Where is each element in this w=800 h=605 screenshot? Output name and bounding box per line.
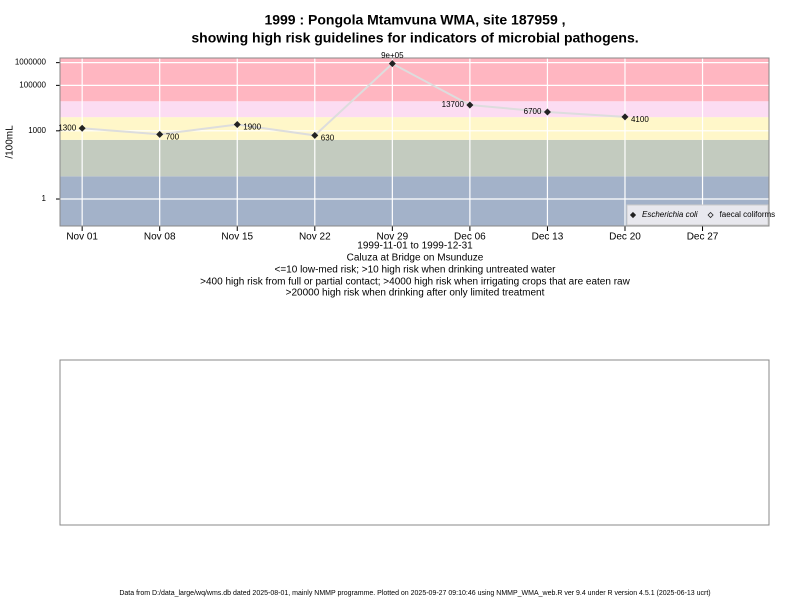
empty-panel — [59, 359, 770, 526]
x-tick-label: Dec 06 — [454, 232, 486, 243]
site-label: Caluza at Bridge on Msunduze — [347, 253, 484, 264]
plot-frame — [59, 57, 770, 227]
data-point — [621, 113, 629, 121]
x-tick-label: Nov 22 — [299, 232, 331, 243]
data-label: 1900 — [243, 123, 261, 132]
y-tick-label: 1 — [42, 194, 47, 203]
data-label: 630 — [321, 133, 335, 142]
legend-marker — [629, 211, 637, 219]
x-axis-label: 1999-11-01 to 1999-12-31 — [357, 241, 473, 252]
y-axis-label: /100mL — [5, 125, 16, 159]
series-line — [82, 62, 626, 137]
x-tick-label: Dec 13 — [532, 232, 564, 243]
data-point — [156, 130, 164, 138]
chart-subtitle: showing high risk guidelines for indicat… — [191, 30, 638, 46]
data-label: 9e+05 — [381, 51, 404, 60]
x-tick-label: Nov 15 — [221, 232, 253, 243]
data-label: 700 — [166, 132, 180, 141]
data-point — [388, 60, 396, 68]
legend-box — [626, 204, 769, 226]
x-tick-label: Nov 29 — [377, 232, 409, 243]
data-point — [233, 120, 241, 128]
data-point — [78, 124, 86, 132]
risk-band — [60, 58, 769, 102]
data-point — [543, 108, 551, 116]
x-tick-label: Dec 27 — [687, 232, 719, 243]
y-tick-label: 1000000 — [15, 58, 47, 67]
note: >400 high risk from full or partial cont… — [200, 277, 630, 288]
data-label: 6700 — [524, 107, 542, 116]
legend-label: Escherichia coli — [642, 210, 698, 219]
y-tick-label: 100000 — [19, 80, 46, 89]
y-tick-label: 1000 — [28, 126, 46, 135]
risk-band — [60, 139, 769, 177]
note: >20000 high risk when drinking after onl… — [286, 288, 545, 299]
legend-label: faecal coliforms — [720, 210, 776, 219]
footer: Data from D:/data_large/wq/wms.db dated … — [119, 590, 710, 597]
x-tick-label: Nov 01 — [66, 232, 98, 243]
risk-band — [60, 101, 769, 118]
chart-title: 1999 : Pongola Mtamvuna WMA, site 187959… — [264, 12, 565, 28]
note: <=10 low-med risk; >10 high risk when dr… — [275, 265, 557, 276]
data-label: 13700 — [442, 100, 465, 109]
legend-marker — [707, 211, 714, 219]
data-point — [311, 131, 319, 139]
data-point — [466, 101, 474, 109]
data-label: 4100 — [631, 115, 649, 124]
x-tick-label: Nov 08 — [144, 232, 176, 243]
data-label: 1300 — [58, 123, 76, 132]
x-tick-label: Dec 20 — [609, 232, 641, 243]
